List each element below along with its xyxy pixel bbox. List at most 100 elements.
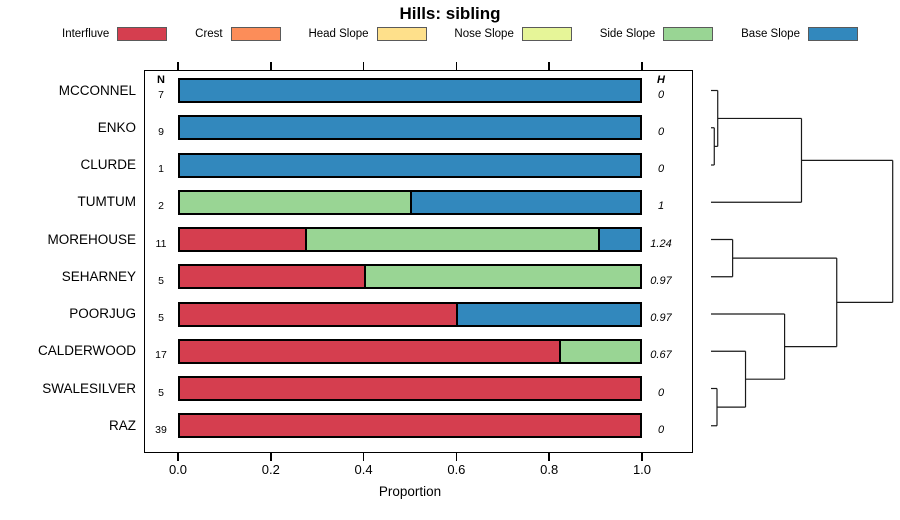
bar-row-swalesilver bbox=[178, 376, 642, 401]
bar-segment-side-slope bbox=[180, 191, 410, 213]
dendrogram bbox=[711, 89, 894, 427]
legend-label: Interfluve bbox=[62, 28, 110, 40]
axis-tick bbox=[548, 62, 550, 70]
bar-segment-base-slope bbox=[180, 117, 640, 139]
bar-segment-side-slope bbox=[364, 266, 640, 288]
legend-label: Crest bbox=[195, 28, 223, 40]
legend-item-head-slope: Head Slope bbox=[308, 27, 427, 41]
y-axis-label-seharney: SEHARNEY bbox=[61, 268, 136, 284]
h-value: 0 bbox=[657, 125, 665, 138]
bar-row-enko bbox=[178, 115, 642, 141]
legend-swatch bbox=[117, 27, 168, 41]
legend-swatch bbox=[663, 27, 714, 41]
axis-tick-label: 1.0 bbox=[632, 462, 652, 477]
bar-segment-interfluve bbox=[180, 378, 640, 399]
h-value: 0 bbox=[657, 163, 665, 175]
bar-segment-interfluve bbox=[180, 229, 306, 250]
n-value: 2 bbox=[158, 200, 164, 213]
bar-row-seharney bbox=[178, 264, 642, 290]
h-value: 0.97 bbox=[650, 312, 672, 324]
bar-segment-base-slope bbox=[598, 229, 640, 250]
bar-segment-side-slope bbox=[558, 340, 640, 362]
axis-tick-label: 0.0 bbox=[168, 462, 188, 477]
legend-item-base-slope: Base Slope bbox=[741, 27, 858, 41]
y-axis-label-raz: RAZ bbox=[109, 417, 136, 433]
bar-row-morehouse bbox=[178, 227, 642, 252]
n-value: 7 bbox=[158, 88, 164, 101]
legend-swatch bbox=[376, 27, 427, 41]
bar-segment-interfluve bbox=[180, 415, 640, 437]
axis-tick bbox=[455, 453, 458, 461]
bar-row-clurde bbox=[178, 152, 642, 178]
bar-segment-base-slope bbox=[410, 191, 640, 213]
bar-row-mcconnel bbox=[178, 78, 642, 103]
axis-tick bbox=[455, 62, 458, 70]
legend-swatch bbox=[521, 27, 572, 41]
legend-item-side-slope: Side Slope bbox=[600, 27, 714, 41]
h-value: 0 bbox=[657, 88, 665, 101]
bar-segment-base-slope bbox=[180, 80, 640, 101]
bar-segment-interfluve bbox=[180, 340, 559, 362]
legend: Interfluve Crest Head Slope Nose Slope Side … bbox=[62, 25, 858, 43]
y-axis-label-tumtum: TUMTUM bbox=[77, 194, 136, 210]
plot-box bbox=[144, 70, 693, 453]
n-value: 9 bbox=[158, 125, 164, 138]
y-axis-label-mcconnel: MCCONNEL bbox=[58, 82, 136, 98]
h-value: 0.67 bbox=[650, 349, 672, 362]
legend-swatch bbox=[807, 27, 858, 41]
y-axis-label-calderwood: CALDERWOOD bbox=[37, 343, 136, 359]
n-column-header: N bbox=[157, 74, 165, 86]
axis-tick bbox=[641, 453, 643, 461]
legend-label: Base Slope bbox=[741, 28, 800, 40]
bar-row-calderwood bbox=[178, 338, 642, 364]
h-value: 0.97 bbox=[650, 274, 672, 287]
axis-tick bbox=[177, 453, 179, 461]
axis-tick-label: 0.4 bbox=[354, 462, 373, 477]
legend-label: Nose Slope bbox=[454, 28, 514, 40]
axis-tick-label: 0.8 bbox=[540, 462, 559, 477]
axis-tick bbox=[362, 453, 365, 461]
n-value: 39 bbox=[155, 423, 167, 436]
legend-item-nose-slope: Nose Slope bbox=[454, 27, 572, 41]
h-value: 1.24 bbox=[650, 237, 672, 250]
n-value: 1 bbox=[158, 163, 164, 175]
legend-swatch bbox=[230, 27, 281, 41]
axis-tick bbox=[362, 62, 365, 70]
y-axis-label-swalesilver: SWALESILVER bbox=[42, 380, 136, 396]
legend-label: Side Slope bbox=[599, 28, 656, 40]
axis-tick-label: 0.6 bbox=[447, 462, 466, 477]
axis-tick bbox=[270, 453, 272, 461]
bar-segment-interfluve bbox=[180, 303, 456, 325]
h-value: 0 bbox=[657, 423, 665, 436]
h-column-header: H bbox=[657, 74, 665, 86]
h-value: 0 bbox=[657, 386, 665, 399]
bar-segment-base-slope bbox=[180, 154, 640, 176]
x-axis-title: Proportion bbox=[378, 484, 442, 499]
bar-segment-base-slope bbox=[456, 303, 640, 325]
bar-row-poorjug bbox=[178, 301, 642, 327]
legend-label: Head Slope bbox=[308, 28, 369, 40]
h-value: 1 bbox=[657, 200, 665, 213]
y-axis-label-poorjug: POORJUG bbox=[69, 306, 136, 321]
chart-title: Hills: sibling bbox=[399, 4, 501, 23]
n-value: 17 bbox=[155, 349, 167, 362]
axis-tick bbox=[177, 62, 179, 70]
axis-tick bbox=[548, 453, 550, 461]
y-axis-label-morehouse: MOREHOUSE bbox=[47, 231, 136, 247]
y-axis-label-clurde: CLURDE bbox=[80, 157, 136, 172]
n-value: 5 bbox=[158, 312, 164, 324]
axis-tick bbox=[641, 62, 643, 70]
n-value: 5 bbox=[158, 274, 164, 287]
bar-row-raz bbox=[178, 413, 642, 439]
legend-item-interfluve: Interfluve bbox=[62, 27, 168, 41]
axis-tick-label: 0.2 bbox=[261, 462, 280, 477]
axis-tick bbox=[270, 62, 272, 70]
y-axis-label-enko: ENKO bbox=[97, 119, 136, 135]
bar-row-tumtum bbox=[178, 189, 642, 215]
n-value: 5 bbox=[158, 386, 164, 399]
bar-segment-side-slope bbox=[305, 229, 599, 250]
bar-segment-interfluve bbox=[180, 266, 364, 288]
legend-item-crest: Crest bbox=[195, 27, 281, 41]
n-value: 11 bbox=[155, 237, 167, 250]
